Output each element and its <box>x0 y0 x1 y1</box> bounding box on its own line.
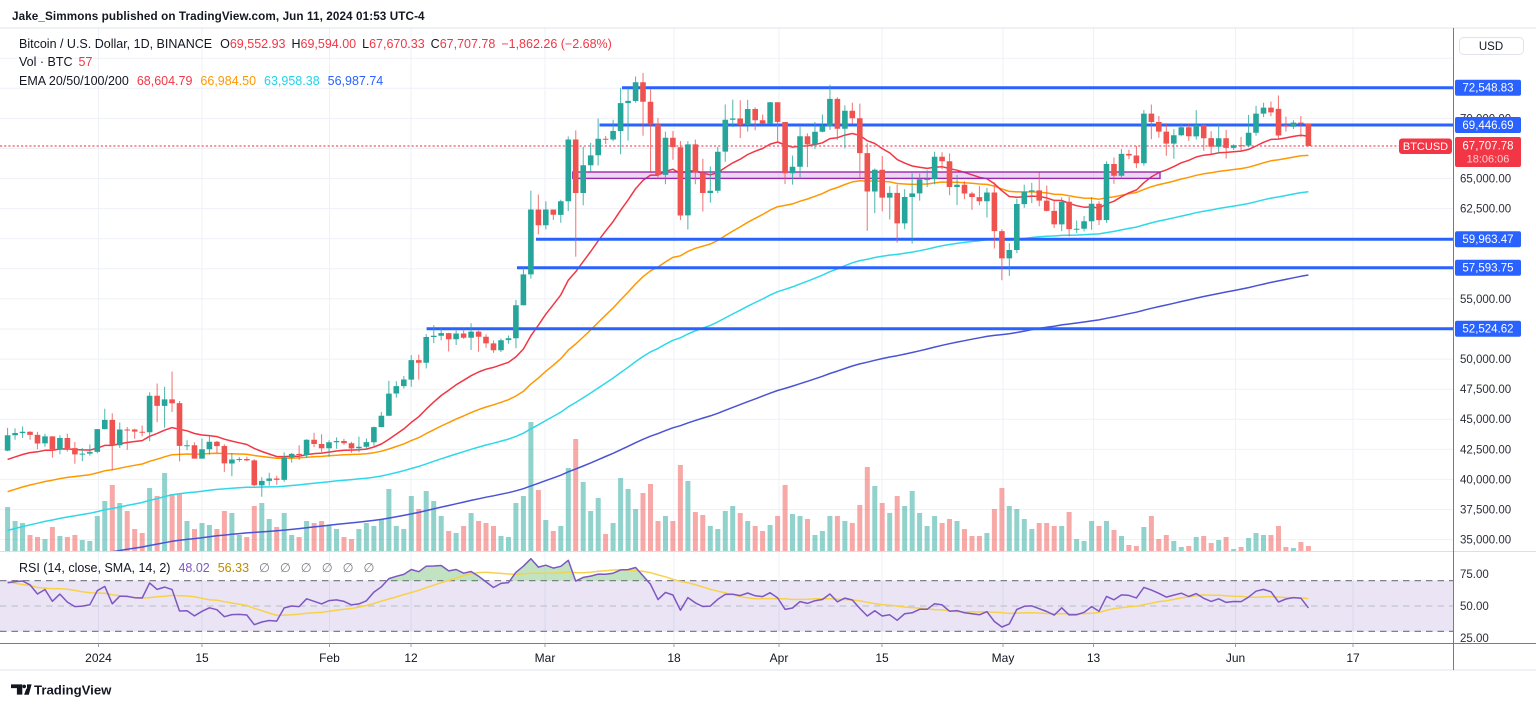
svg-text:TradingView: TradingView <box>34 683 112 698</box>
svg-text:50,000.00: 50,000.00 <box>1460 354 1511 366</box>
svg-text:2024: 2024 <box>85 651 112 665</box>
svg-text:42,500.00: 42,500.00 <box>1460 444 1511 456</box>
svg-text:67,707.78: 67,707.78 <box>1462 141 1513 153</box>
svg-text:Feb: Feb <box>319 651 340 665</box>
svg-text:47,500.00: 47,500.00 <box>1460 384 1511 396</box>
svg-text:18: 18 <box>667 651 681 665</box>
svg-text:Jake_Simmons published on Trad: Jake_Simmons published on TradingView.co… <box>12 10 425 23</box>
svg-text:62,500.00: 62,500.00 <box>1460 204 1511 216</box>
svg-text:Mar: Mar <box>535 651 556 665</box>
svg-text:USD: USD <box>1479 41 1503 53</box>
svg-text:57,593.75: 57,593.75 <box>1462 263 1513 275</box>
svg-text:35,000.00: 35,000.00 <box>1460 535 1511 547</box>
svg-text:15: 15 <box>875 651 889 665</box>
svg-text:72,548.83: 72,548.83 <box>1462 83 1513 95</box>
svg-text:37,500.00: 37,500.00 <box>1460 505 1511 517</box>
svg-text:Bitcoin / U.S. Dollar, 1D, BIN: Bitcoin / U.S. Dollar, 1D, BINANCE O69,55… <box>19 37 612 51</box>
svg-text:13: 13 <box>1087 651 1101 665</box>
svg-text:69,446.69: 69,446.69 <box>1462 120 1513 132</box>
svg-text:50.00: 50.00 <box>1460 601 1489 613</box>
svg-text:65,000.00: 65,000.00 <box>1460 174 1511 186</box>
svg-text:BTCUSD: BTCUSD <box>1403 141 1448 153</box>
svg-text:59,963.47: 59,963.47 <box>1462 234 1513 246</box>
svg-text:52,524.62: 52,524.62 <box>1462 324 1513 336</box>
svg-text:15: 15 <box>195 651 209 665</box>
svg-text:12: 12 <box>404 651 418 665</box>
svg-text:75.00: 75.00 <box>1460 569 1489 581</box>
svg-text:25.00: 25.00 <box>1460 633 1489 645</box>
svg-text:45,000.00: 45,000.00 <box>1460 414 1511 426</box>
svg-text:Jun: Jun <box>1226 651 1245 665</box>
svg-text:17: 17 <box>1346 651 1360 665</box>
svg-text:55,000.00: 55,000.00 <box>1460 294 1511 306</box>
svg-text:Apr: Apr <box>770 651 789 665</box>
svg-text:RSI (14, close, SMA, 14, 2)48.: RSI (14, close, SMA, 14, 2) 48.02 56.33 ∅ ∅ ∅… <box>19 561 374 575</box>
svg-text:18:06:06: 18:06:06 <box>1467 154 1510 166</box>
svg-text:40,000.00: 40,000.00 <box>1460 474 1511 486</box>
svg-text:May: May <box>992 651 1015 665</box>
